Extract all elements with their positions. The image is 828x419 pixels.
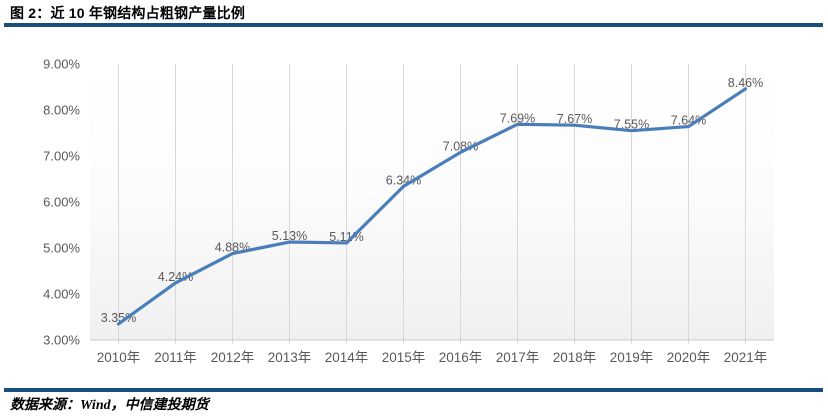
x-axis-label: 2020年 [667,350,711,365]
data-label: 8.46% [728,76,763,90]
data-label: 7.69% [500,111,535,125]
footer-divider [4,388,823,392]
x-axis-label: 2015年 [382,350,426,365]
x-axis-label: 2017年 [496,350,540,365]
y-tick-label: 6.00% [43,195,80,210]
x-axis-label: 2016年 [439,350,483,365]
x-axis-label: 2014年 [325,350,369,365]
figure-title: 图 2：近 10 年钢结构占粗钢产量比例 [10,5,246,21]
x-axis-label: 2021年 [724,350,768,365]
x-axis-label: 2013年 [268,350,312,365]
x-axis-label: 2012年 [211,350,255,365]
x-axis-label: 2019年 [610,350,654,365]
x-axis-label: 2010年 [97,350,141,365]
plot-area [90,64,774,340]
data-label: 7.67% [557,112,592,126]
y-tick-label: 9.00% [43,57,80,72]
data-label: 4.24% [158,270,193,284]
y-tick-label: 3.00% [43,333,80,348]
y-tick-label: 5.00% [43,241,80,256]
y-tick-label: 4.00% [43,287,80,302]
data-label: 7.64% [671,114,706,128]
data-source: 数据来源：Wind，中信建投期货 [10,398,209,413]
data-label: 7.08% [443,139,478,153]
x-axis-label: 2011年 [154,350,197,365]
data-label: 5.13% [272,229,307,243]
data-label: 7.55% [614,118,649,132]
line-chart: 9.00% 8.00% 7.00% 6.00% 5.00% 4.00% 3.00% 2010年… [43,57,774,365]
x-axis-label: 2018年 [553,350,597,365]
data-label: 6.34% [386,173,421,187]
data-label: 3.35% [101,311,136,325]
y-tick-label: 7.00% [43,149,80,164]
y-tick-label: 8.00% [43,103,80,118]
header-divider [4,23,823,27]
series-line [116,87,748,326]
